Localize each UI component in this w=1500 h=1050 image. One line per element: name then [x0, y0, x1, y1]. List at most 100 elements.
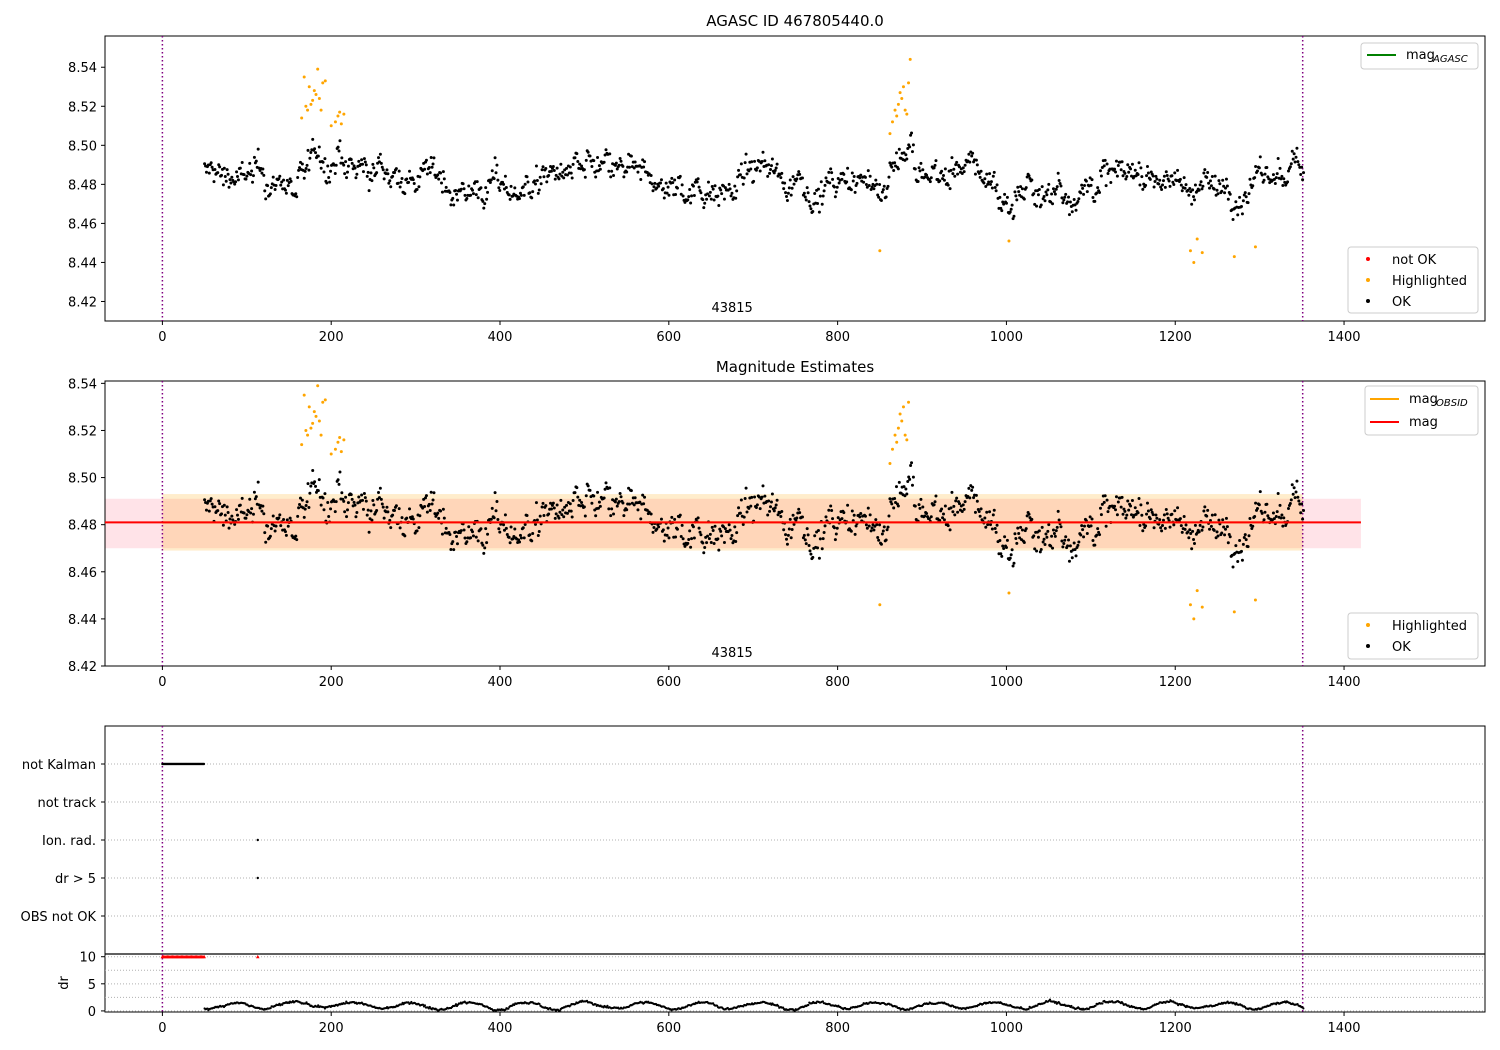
panel1-ok-point — [1011, 217, 1015, 221]
panel2-ok-point — [985, 510, 989, 514]
panel1-ok-point — [1098, 191, 1102, 195]
panel2-highlighted-point — [1253, 598, 1257, 602]
panel2-ok-point — [338, 470, 342, 474]
panel1-ok-point — [1126, 163, 1130, 167]
panel2-ok-point — [983, 516, 987, 520]
panel1-highlighted-point — [1195, 237, 1199, 241]
panel1-ok-point — [695, 180, 699, 184]
panel1-ok-point — [1074, 208, 1078, 212]
panel2-ok-point — [449, 548, 453, 552]
panel1-ytick-label: 8.44 — [68, 256, 97, 271]
panel2-ok-point — [824, 515, 828, 519]
panel2-ok-point — [942, 518, 946, 522]
panel1-ok-point — [261, 167, 265, 171]
panel1-ok-point — [655, 186, 659, 190]
panel1-ok-point — [1051, 187, 1055, 191]
panel1-legend-lower — [1347, 246, 1479, 314]
panel1-ok-point — [249, 173, 253, 177]
panel2-ok-point — [615, 504, 619, 508]
panel2-ok-point — [1106, 510, 1110, 514]
panel1-ok-point — [617, 163, 621, 167]
panel2-ok-point — [1189, 531, 1193, 535]
panel1-ok-point — [689, 201, 693, 205]
panel1-ok-point — [925, 173, 929, 177]
panel2-ok-point — [1129, 504, 1133, 508]
panel1-ok-point — [608, 152, 612, 156]
panel1-highlighted-point — [329, 124, 333, 128]
panel2-ok-point — [1186, 530, 1190, 534]
panel2-ok-point — [361, 498, 365, 502]
panel1-ok-point — [467, 184, 471, 188]
panel1-ok-point — [469, 193, 473, 197]
panel2-ok-point — [226, 510, 230, 514]
panel1-ok-point — [822, 189, 826, 193]
panel1-ok-point — [933, 163, 937, 167]
panel2-ok-point — [688, 529, 692, 533]
panel1-ok-point — [1189, 190, 1193, 194]
panel2-ok-point — [809, 552, 813, 556]
panel1-ok-point — [653, 181, 657, 185]
panel2-ok-point — [1206, 508, 1210, 512]
panel2-ok-point — [961, 503, 965, 507]
panel1-ok-point — [1190, 202, 1194, 206]
panel1-ok-point — [396, 181, 400, 185]
panel1-ok-point — [870, 185, 874, 189]
panel3-row-label: not Kalman — [22, 758, 96, 773]
panel1-ok-point — [551, 165, 555, 169]
panel1-ok-point — [1293, 160, 1297, 164]
panel1-ok-point — [1130, 162, 1134, 166]
panel3-row-label: OBS not OK — [21, 910, 97, 925]
panel1-ok-point — [407, 180, 411, 184]
panel2-ok-point — [706, 534, 710, 538]
panel1-ok-point — [834, 190, 838, 194]
panel2-ok-point — [834, 532, 838, 536]
panel2-ok-point — [495, 499, 499, 503]
panel1-ok-point — [424, 158, 428, 162]
panel1-ok-point — [1208, 186, 1212, 190]
panel2-highlighted-point — [1232, 610, 1236, 614]
panel2-ok-point — [1161, 518, 1165, 522]
panel1-ok-point — [541, 165, 545, 169]
panel2-ok-point — [1253, 515, 1257, 519]
panel2-ok-point — [533, 522, 537, 526]
panel1-ok-point — [278, 174, 282, 178]
panel1-ok-point — [571, 162, 575, 166]
panel1-ok-point — [408, 169, 412, 173]
panel1-ok-point — [1180, 189, 1184, 193]
panel2-ok-point — [1172, 523, 1176, 527]
panel1-ok-point — [719, 188, 723, 192]
panel1-ok-point — [866, 169, 870, 173]
panel1-legend-item: Highlighted — [1392, 274, 1467, 289]
panel2-highlighted-point — [896, 426, 900, 430]
panel1-highlighted-point — [893, 108, 897, 112]
panel1-ok-point — [1076, 200, 1080, 204]
panel1-xtick-label: 400 — [488, 330, 513, 345]
panel2-ok-point — [948, 528, 952, 532]
panel2-ok-point — [1133, 506, 1137, 510]
panel2-ok-point — [876, 536, 880, 540]
panel2-ok-point — [496, 518, 500, 522]
panel2-ok-point — [881, 529, 885, 533]
panel1-ok-point — [1206, 170, 1210, 174]
panel2-ok-point — [610, 507, 614, 511]
panel1-ok-point — [313, 147, 317, 151]
panel2-ok-point — [596, 506, 600, 510]
panel2-ok-point — [240, 496, 244, 500]
panel1-ok-point — [394, 167, 398, 171]
panel2-ok-point — [474, 535, 478, 539]
panel2-ok-point — [455, 542, 459, 546]
panel2-ok-point — [665, 533, 669, 537]
panel1-ok-point — [970, 154, 974, 158]
panel1-ok-point — [845, 180, 849, 184]
panel1-ok-point — [361, 162, 365, 166]
panel2-ok-point — [349, 493, 353, 497]
panel2-ok-point — [580, 500, 584, 504]
panel4-dr-point — [807, 1003, 810, 1007]
panel1-ok-point — [504, 185, 508, 189]
panel2-ok-point — [1179, 524, 1183, 528]
panel1-ok-point — [948, 187, 952, 191]
panel1-ok-point — [818, 194, 822, 198]
panel2-ok-point — [1059, 525, 1063, 529]
panel2-ok-point — [789, 536, 793, 540]
panel1-ok-point — [503, 174, 507, 178]
